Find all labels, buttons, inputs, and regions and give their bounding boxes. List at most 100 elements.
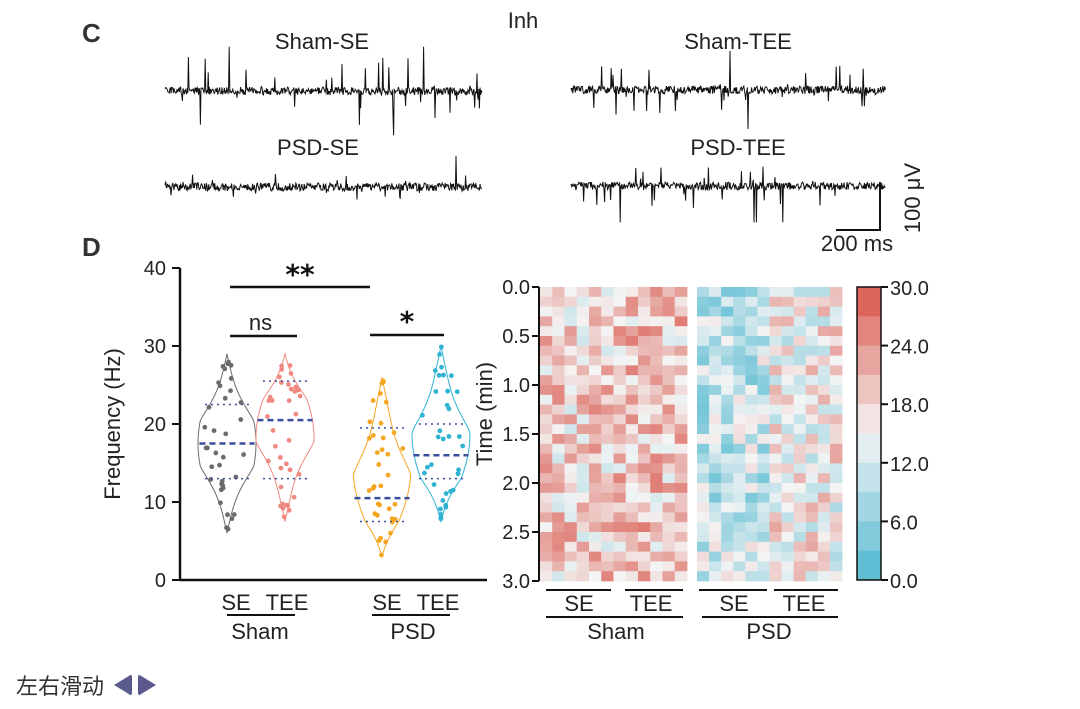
scale-bar-time: 200 ms	[821, 231, 893, 256]
heatmap-cell	[721, 561, 734, 572]
heatmap-cell	[793, 365, 807, 376]
heatmap-cell	[781, 571, 795, 582]
heatmap-cell	[829, 365, 843, 376]
data-point	[448, 488, 454, 494]
heatmap-cell	[662, 502, 676, 513]
heatmap-cell	[625, 404, 639, 415]
data-point	[446, 434, 452, 439]
data-point	[220, 454, 226, 460]
heatmap-cell	[733, 532, 746, 543]
heatmap-cell	[674, 424, 688, 435]
heatmap-cell	[805, 414, 819, 425]
data-point	[379, 380, 385, 386]
heatmap-cell	[697, 463, 710, 474]
heatmap-cell	[781, 375, 795, 386]
heatmap-cell	[662, 375, 676, 386]
heatmap-cell	[674, 492, 688, 503]
heatmap-cell	[721, 365, 734, 376]
heatmap-cell	[674, 345, 688, 356]
heatmap-cell	[540, 532, 553, 543]
colorbar-segment	[857, 462, 881, 493]
heatmap-cell	[613, 385, 627, 396]
swipe-hint: 左右滑动	[16, 675, 105, 700]
heatmap-cell	[709, 483, 722, 494]
heatmap-cell	[638, 345, 651, 356]
heatmap-cell	[650, 287, 663, 298]
heatmap-cell	[697, 345, 710, 356]
heatmap-cell	[613, 473, 627, 484]
data-point	[293, 411, 299, 417]
heatmap-cell	[552, 316, 565, 327]
heatmap-cell	[650, 561, 663, 572]
heatmap-cell	[709, 512, 722, 523]
heatmap-cell	[576, 443, 590, 454]
heatmap-cell	[650, 424, 663, 435]
heatmap-cell	[721, 512, 734, 523]
heatmap-cell	[662, 571, 676, 582]
heatmap-cell	[540, 365, 553, 376]
data-point	[439, 364, 444, 370]
caret-right-icon[interactable]	[138, 674, 157, 696]
heatmap-cell	[625, 336, 639, 347]
heatmap-cell	[781, 424, 795, 435]
heatmap-cell	[709, 473, 722, 484]
heatmap-cell	[721, 463, 734, 474]
heatmap-cell	[613, 287, 627, 298]
heatmap-cell	[805, 443, 819, 454]
heatmap-cell	[650, 394, 663, 405]
heatmap-cell	[540, 443, 553, 454]
heatmap-cell	[781, 453, 795, 464]
heatmap-cell	[576, 385, 590, 396]
heatmap-cell	[709, 385, 722, 396]
heatmap-cell	[564, 316, 578, 327]
heatmap-cell	[829, 434, 843, 445]
heatmap-cell	[613, 424, 627, 435]
heatmap-cell	[589, 434, 602, 445]
heatmap-cell	[674, 443, 688, 454]
heatmap-cell	[674, 551, 688, 562]
heatmap-cell	[625, 512, 639, 523]
heatmap-cell	[793, 522, 807, 533]
heatmap-cell	[650, 483, 663, 494]
heatmap-cell	[733, 394, 746, 405]
heatmap-y-tick-label: 2.5	[502, 522, 530, 544]
heatmap-cell	[817, 375, 831, 386]
heatmap-cell	[674, 355, 688, 366]
heatmap-cell	[589, 336, 602, 347]
heatmap-cell	[829, 326, 843, 337]
heatmap-cell	[733, 453, 746, 464]
heatmap-cell	[552, 453, 565, 464]
heatmap-cell	[757, 522, 770, 533]
heatmap-cell	[829, 483, 843, 494]
data-point	[217, 383, 223, 389]
heatmap-cell	[733, 502, 746, 513]
trace-sham-tee	[570, 50, 886, 130]
heatmap-cell	[793, 296, 807, 307]
heatmap-cell	[564, 502, 578, 513]
heatmap-cell	[674, 532, 688, 543]
heatmap-cell	[769, 571, 782, 582]
data-point	[265, 413, 270, 419]
heatmap-cell	[613, 463, 627, 474]
x-tick-label: SE	[372, 590, 401, 615]
heatmap-cell	[650, 355, 663, 366]
y-tick-label: 0	[155, 570, 166, 592]
heatmap-cell	[757, 336, 770, 347]
caret-left-icon[interactable]	[114, 674, 133, 696]
data-point	[280, 505, 286, 511]
heatmap-cell	[576, 394, 590, 405]
heatmap-cell	[733, 492, 746, 503]
heatmap-cell	[817, 541, 831, 552]
heatmap-cell	[601, 306, 614, 317]
violin-sham-se	[197, 353, 257, 534]
heatmap-cell	[793, 541, 807, 552]
heatmap-cell	[589, 296, 602, 307]
heatmap-cell	[781, 336, 795, 347]
heatmap-cell	[625, 375, 639, 386]
data-point	[448, 373, 454, 379]
heatmap-cell	[757, 345, 770, 356]
colorbar-frame	[856, 286, 882, 581]
heatmap-cell	[589, 394, 602, 405]
heatmap-cell	[769, 443, 782, 454]
heatmap-x-tick-label: TEE	[783, 591, 826, 616]
